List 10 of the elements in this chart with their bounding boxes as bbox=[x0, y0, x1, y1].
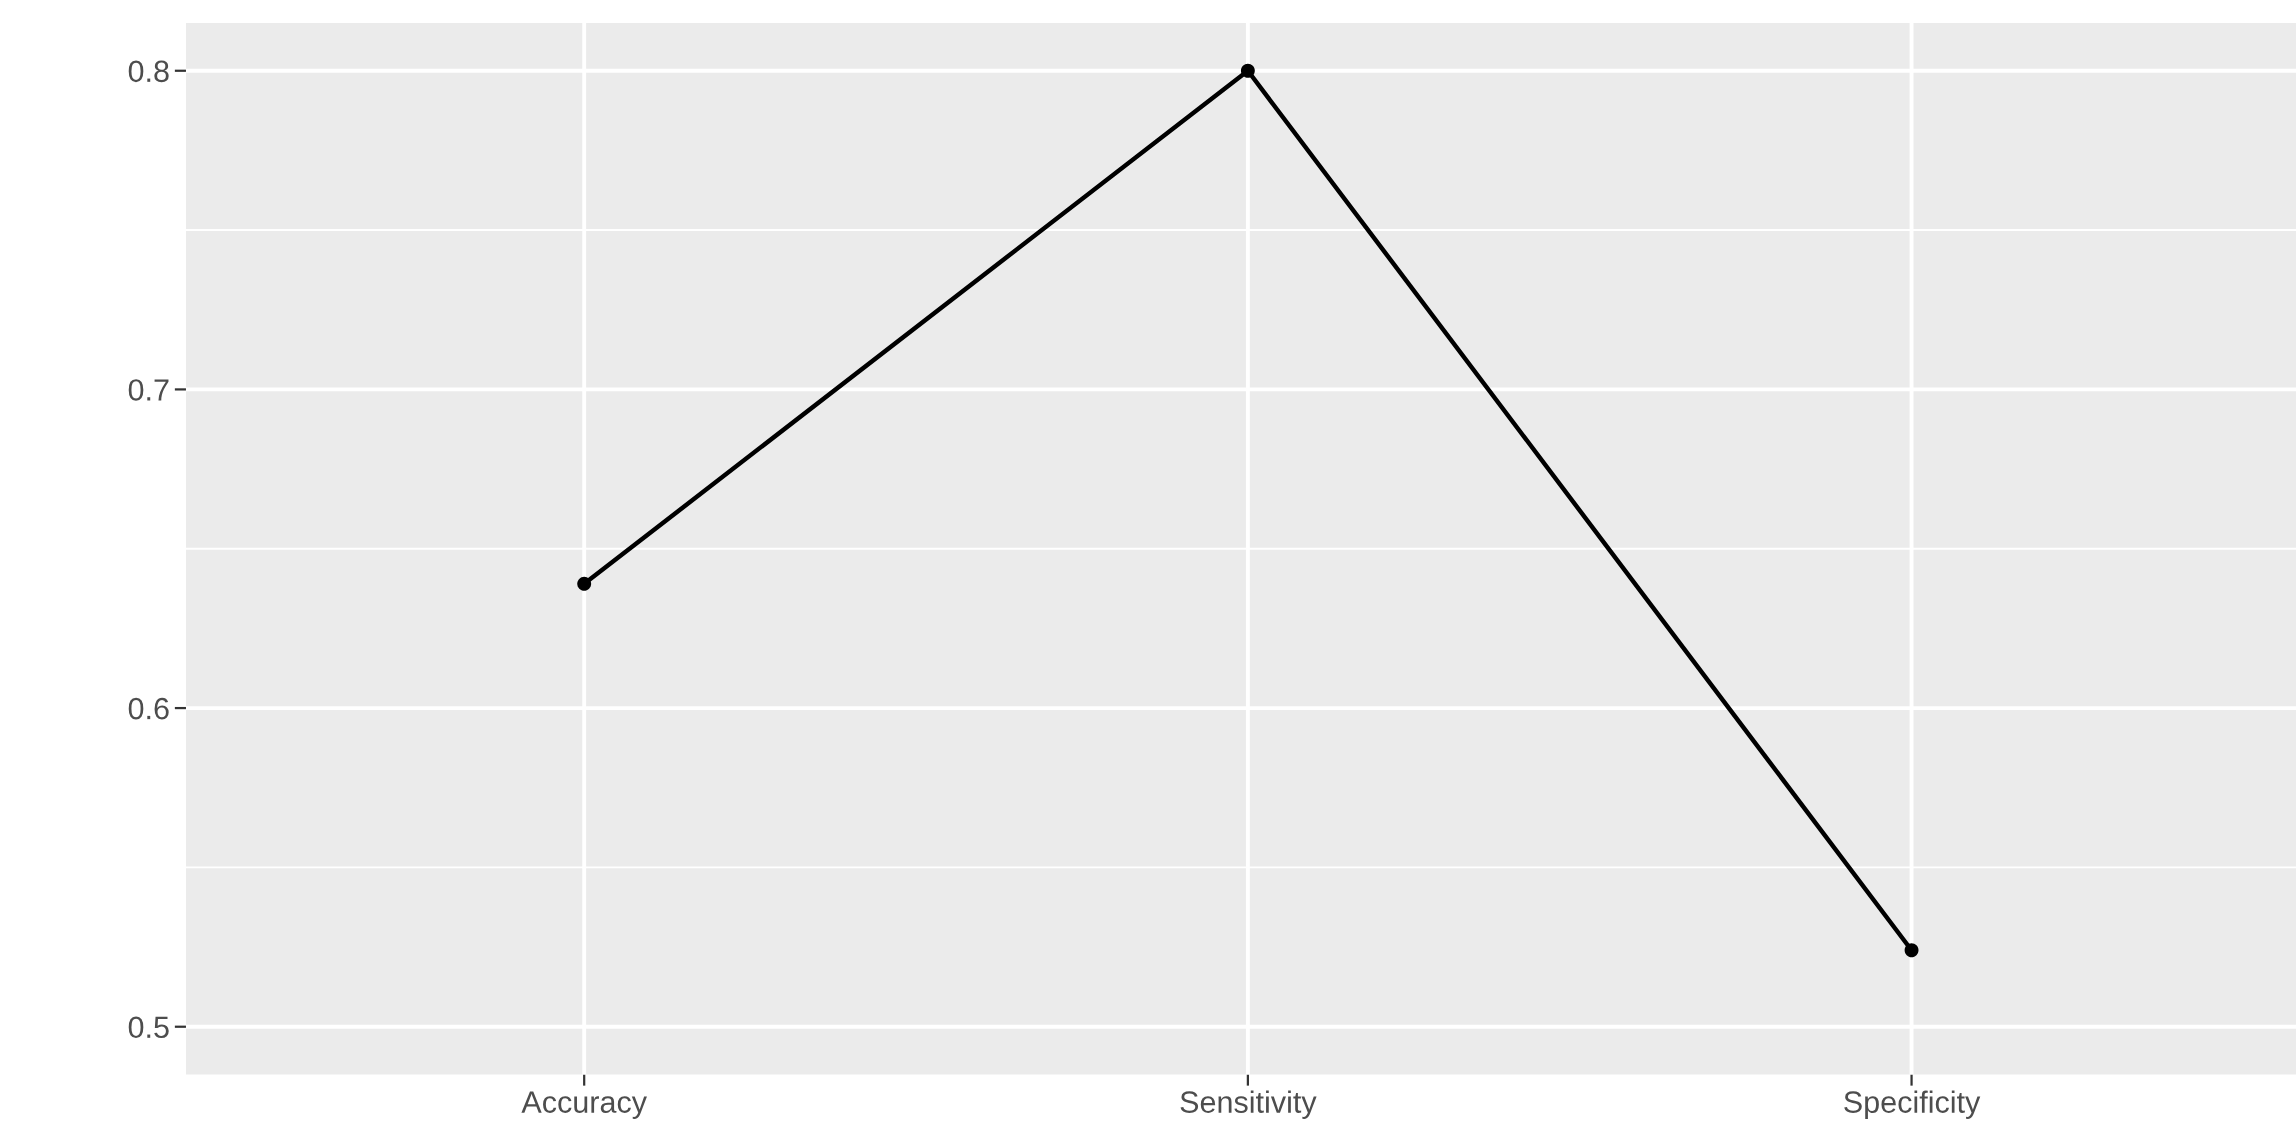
point bbox=[1240, 63, 1255, 78]
x-tick-label: Specificity bbox=[1844, 1090, 1981, 1119]
x-tick-label: Accuracy bbox=[521, 1091, 647, 1119]
y-tick-label: 0.8 bbox=[128, 60, 169, 83]
y-tick-label: 0.7 bbox=[128, 379, 169, 401]
y-tick-label: 0.6 bbox=[128, 697, 169, 720]
point bbox=[577, 576, 592, 591]
y-tick-label: 0.5 bbox=[128, 1016, 169, 1039]
point bbox=[1904, 943, 1919, 958]
x-tick-label: Sensitivity bbox=[1180, 1090, 1317, 1119]
